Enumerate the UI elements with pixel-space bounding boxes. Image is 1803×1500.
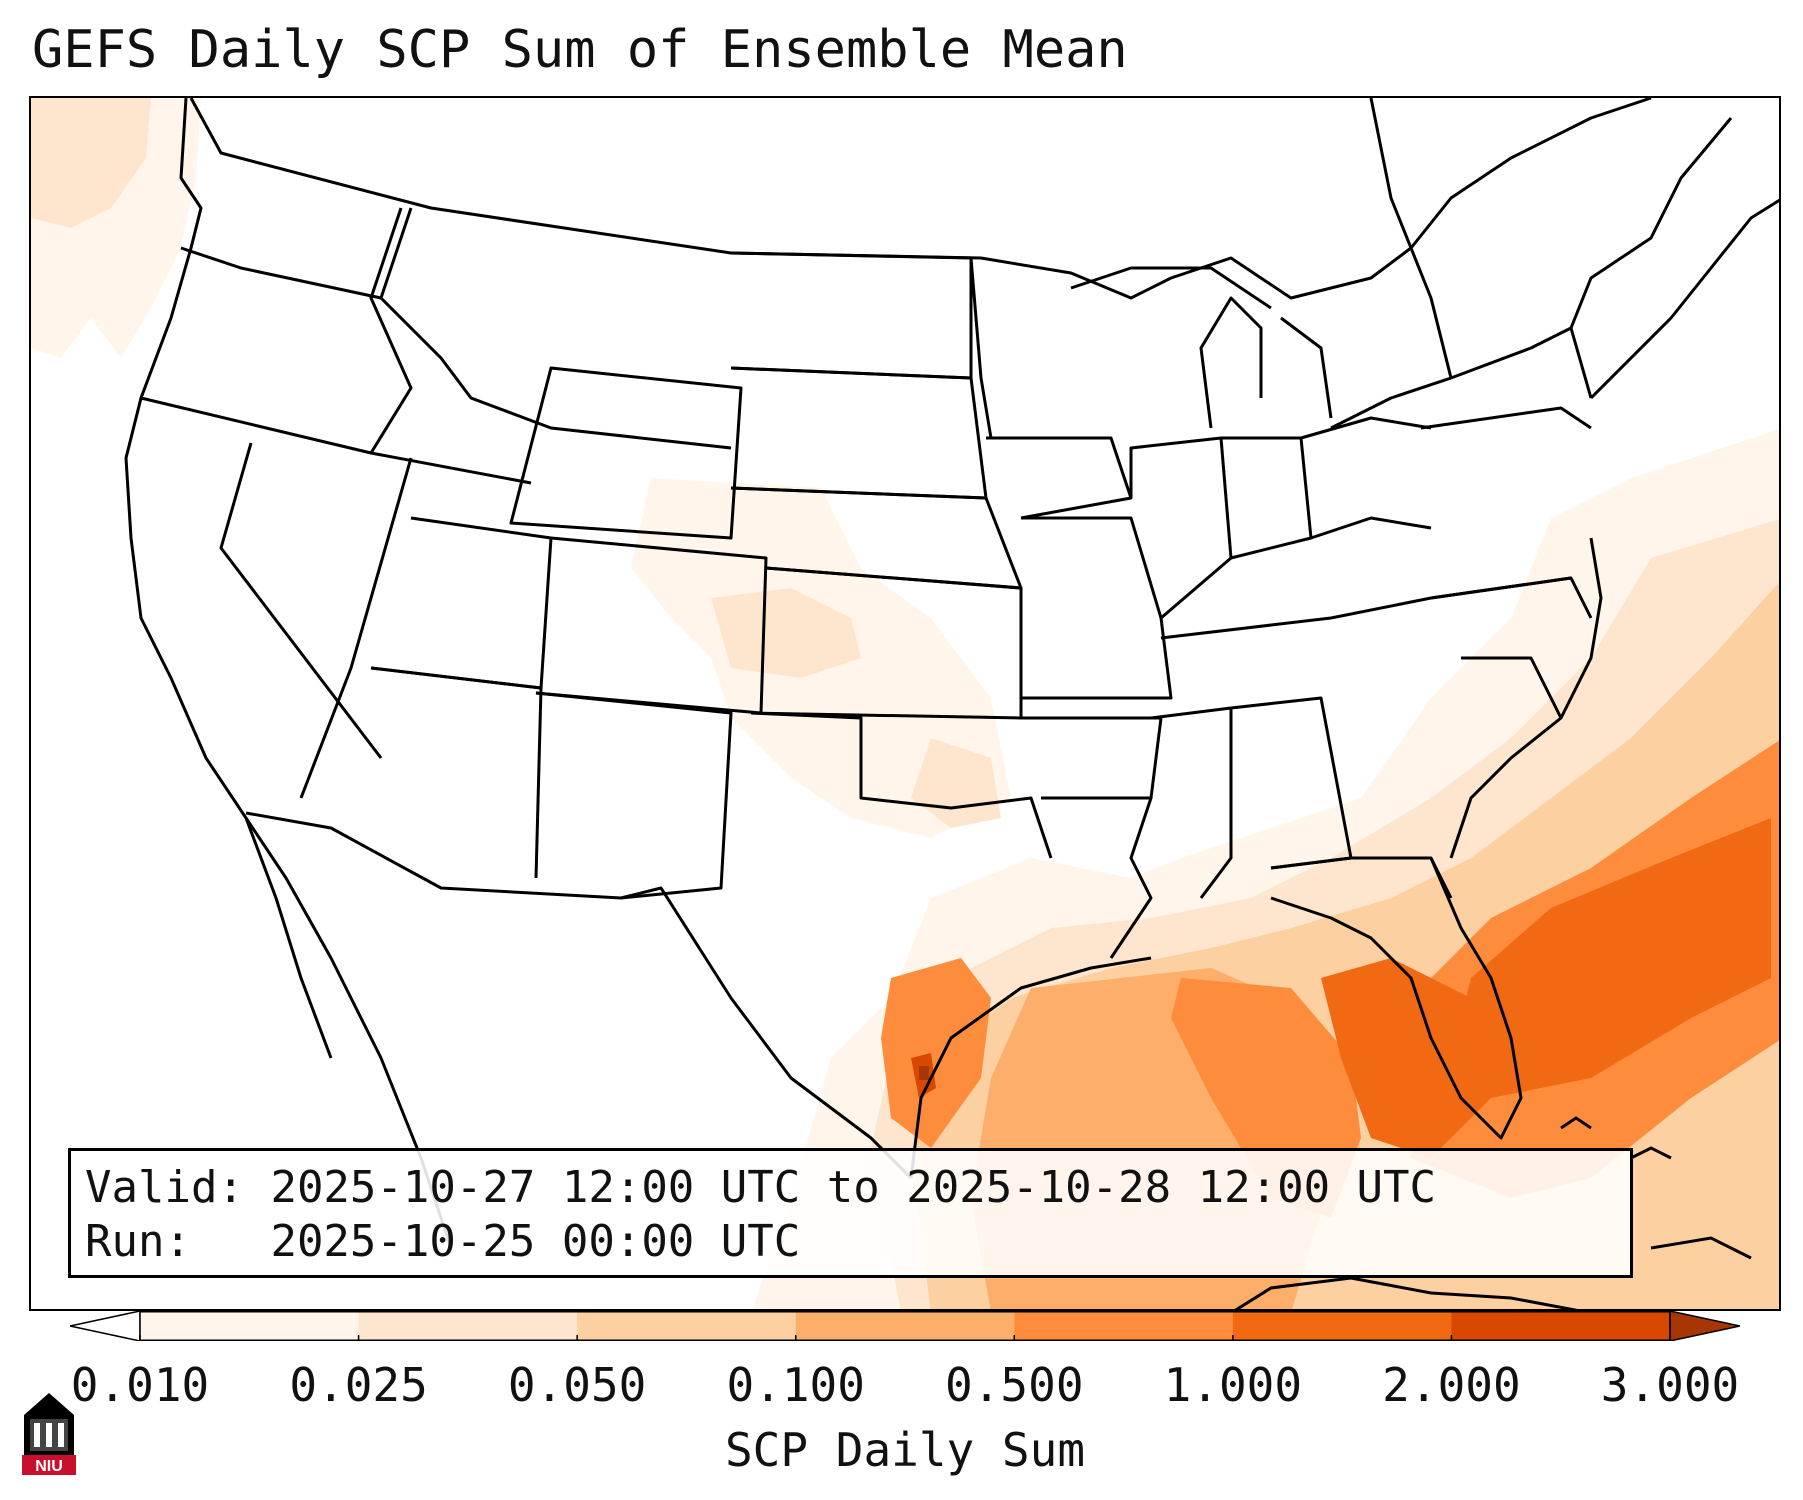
colorbar-label: SCP Daily Sum [724, 1423, 1086, 1477]
mo-border [1021, 516, 1173, 700]
shade-texas-coast [881, 958, 991, 1148]
page-title: GEFS Daily SCP Sum of Ensemble Mean [32, 20, 1128, 80]
texas-coast [909, 956, 1152, 1179]
west-coast [124, 98, 333, 1059]
shade-dark-orange [1451, 818, 1771, 1098]
lake-superior [1070, 266, 1272, 310]
colorbar-segment [577, 1311, 797, 1341]
run-label: Run: [85, 1216, 191, 1267]
run-time-text: 2025-10-25 00:00 UTC [270, 1216, 801, 1267]
colorbar-segment [140, 1311, 360, 1341]
lake-michigan [1199, 296, 1263, 429]
ne-coast [1589, 198, 1779, 400]
nv-ut-border [299, 457, 413, 799]
la-border [1041, 796, 1153, 959]
ne-states [1569, 117, 1733, 329]
co-box [535, 536, 768, 715]
in-border [1219, 437, 1233, 559]
cuba-outline [1234, 1276, 1578, 1309]
id-border [369, 207, 413, 454]
ms-al [1150, 706, 1233, 899]
colorbar-tick-label: 2.000 [1382, 1358, 1521, 1412]
map-frame [29, 96, 1781, 1311]
il-in-oh [1129, 416, 1432, 498]
ks-ok [750, 566, 1023, 720]
ia-border [986, 436, 1133, 520]
ok-tx [750, 711, 1053, 859]
caribbean-islands [1234, 1116, 1752, 1309]
colorbar [70, 1311, 1740, 1341]
wa-or-border [180, 246, 382, 300]
colorbar-tick-label: 0.050 [507, 1358, 647, 1412]
ca-nv-border [219, 442, 383, 759]
colorbar-segment [1232, 1311, 1452, 1341]
nd-sd [730, 251, 973, 380]
oh-border [1299, 437, 1313, 539]
wy-box [509, 366, 743, 540]
canada-border [189, 98, 1172, 300]
state-borders [124, 98, 1779, 1249]
niu-logo: NIU [22, 1393, 76, 1475]
mn-border [969, 257, 1071, 440]
colorbar-tick-label: 3.000 [1600, 1358, 1740, 1412]
colorbar-tick-label: 0.500 [945, 1358, 1084, 1412]
shade-pacific-nw-2 [31, 98, 151, 228]
shade-kansas [711, 588, 861, 678]
nc-sc [1461, 656, 1563, 719]
shade-dark-orange-2 [1321, 958, 1491, 1158]
pa-ny [1420, 406, 1592, 430]
colorbar-over-extension [1669, 1311, 1740, 1341]
sd-ne [730, 366, 988, 500]
lake-huron [1280, 316, 1333, 419]
nm-tx [535, 691, 733, 900]
ky-north [1160, 516, 1432, 620]
lake-erie [1330, 376, 1452, 430]
canada-east [1170, 98, 1652, 300]
map-canvas [31, 98, 1779, 1309]
va-nc [1430, 576, 1593, 619]
colorbar-tick-label: 0.025 [289, 1358, 428, 1412]
colorbar-tick-label: 0.010 [70, 1358, 210, 1412]
ny-border [1450, 326, 1593, 399]
florida [1270, 857, 1523, 1140]
az-nm [370, 666, 543, 879]
colorbar-segment [1451, 1311, 1671, 1341]
colorbar-segment [1014, 1311, 1234, 1341]
colorbar-tick-label: 0.100 [726, 1358, 865, 1412]
valid-time-text: 2025-10-27 12:00 UTC to 2025-10-28 12:00… [270, 1162, 1437, 1213]
hispaniola [1650, 1236, 1752, 1260]
ut-co [370, 516, 553, 690]
colorbar-tick-label: 1.000 [1163, 1358, 1303, 1412]
quebec-line [1369, 98, 1453, 379]
or-south-border [140, 396, 532, 485]
colorbar-outline [139, 1311, 1671, 1341]
valid-label: Valid: [85, 1162, 244, 1213]
mt-border [379, 207, 732, 450]
valid-run-info-box: Valid: 2025-10-27 12:00 UTC to 2025-10-2… [68, 1148, 1633, 1278]
bahamas-1 [1560, 1116, 1592, 1130]
bahamas-2 [1630, 1146, 1672, 1160]
colorbar-under-extension [70, 1311, 141, 1341]
ar-border [1021, 716, 1163, 800]
colorbar-segment [795, 1311, 1015, 1341]
us-mexico-border [245, 811, 913, 1180]
shade-texas-peak-core [919, 1066, 929, 1080]
colorbar-segment [358, 1311, 578, 1341]
logo-text: NIU [35, 1458, 63, 1475]
